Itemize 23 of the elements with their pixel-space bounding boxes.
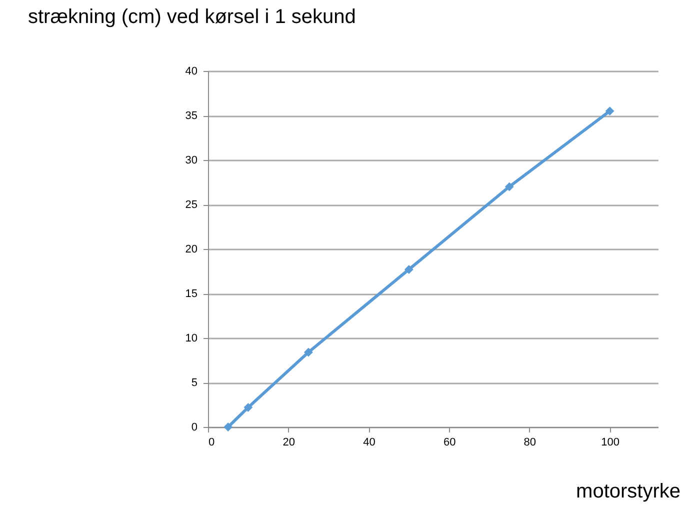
y-tick-label: 30 bbox=[185, 154, 198, 166]
x-tick-label: 80 bbox=[524, 436, 536, 448]
point bbox=[304, 348, 313, 357]
point bbox=[224, 422, 233, 432]
point bbox=[244, 402, 253, 412]
x-tick-label: 0 bbox=[208, 436, 215, 448]
y-tick-label: 0 bbox=[191, 422, 198, 434]
chart-title: strækning (cm) ved kørsel i 1 sekund bbox=[28, 6, 356, 28]
x-tick-label: 20 bbox=[282, 436, 295, 448]
y-tick-label: 15 bbox=[185, 288, 198, 300]
y-tick-label: 10 bbox=[185, 332, 198, 344]
y-tick-label: 25 bbox=[185, 199, 198, 211]
y-tick-label: 40 bbox=[185, 66, 198, 78]
y-tick-label: 35 bbox=[185, 110, 198, 122]
y-tick-label: 20 bbox=[185, 244, 198, 256]
point bbox=[404, 265, 414, 274]
point bbox=[605, 106, 614, 116]
x-axis-title: motorstyrke bbox=[576, 480, 680, 502]
point bbox=[504, 182, 514, 192]
x-tick-label: 40 bbox=[363, 436, 376, 448]
x-tick-label: 60 bbox=[443, 436, 456, 448]
y-tick-label: 5 bbox=[191, 377, 198, 389]
x-tick-label: 100 bbox=[601, 436, 620, 448]
